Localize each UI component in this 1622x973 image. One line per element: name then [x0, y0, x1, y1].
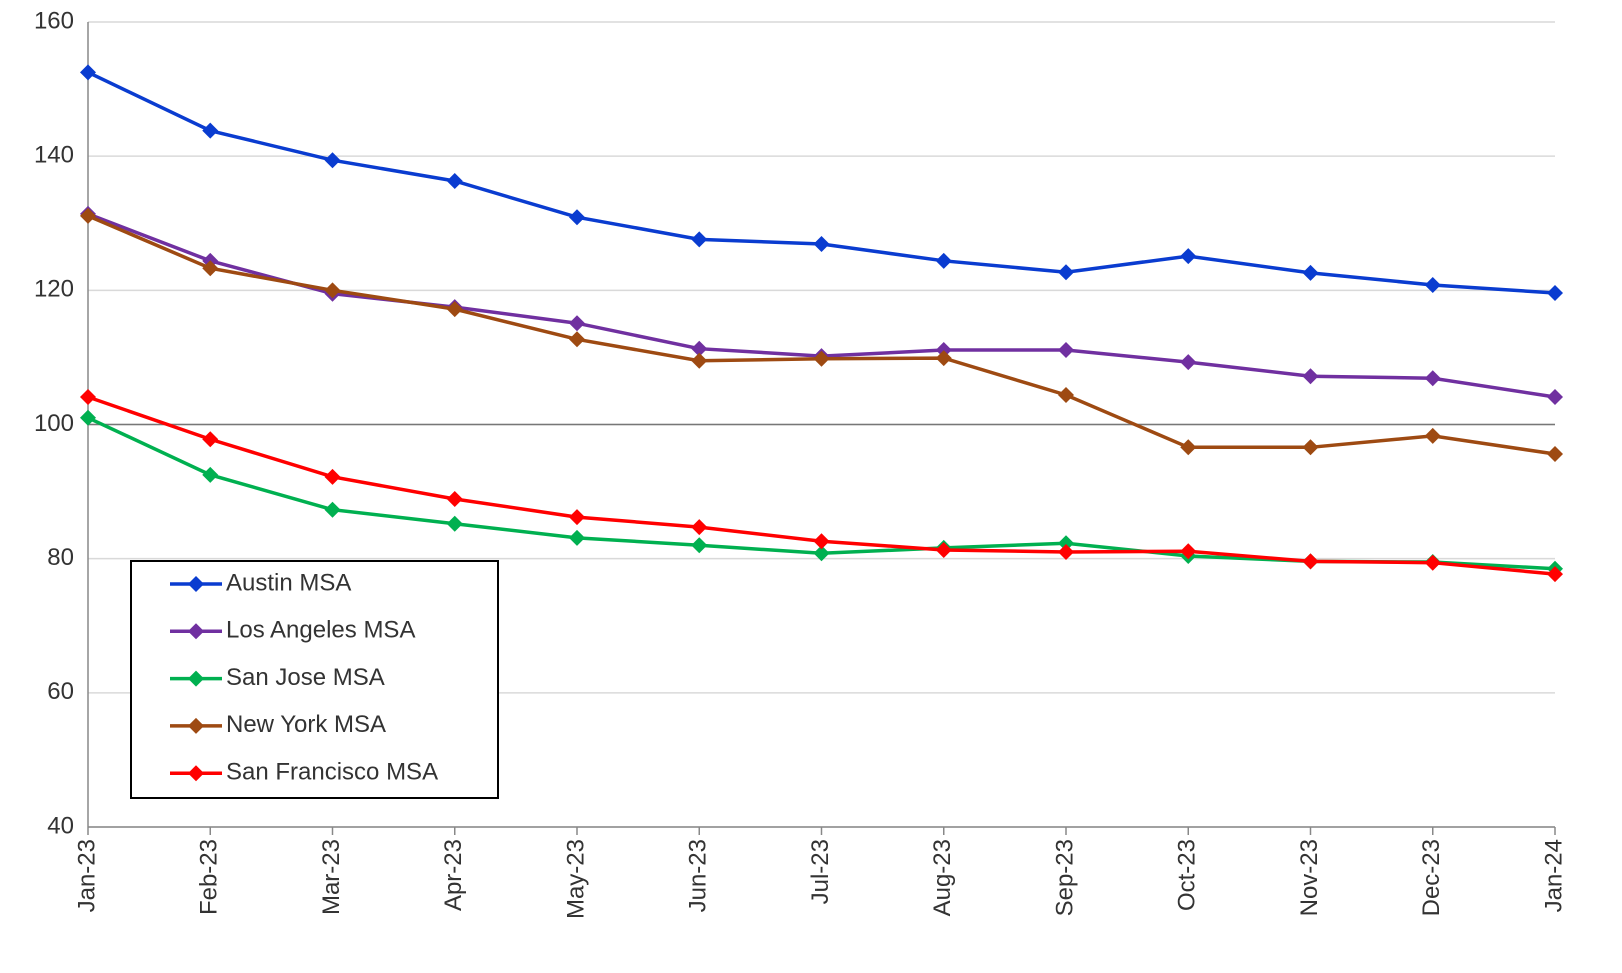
x-tick-label: Jul-23 [807, 839, 834, 904]
data-point [1547, 446, 1563, 463]
data-point [935, 342, 952, 359]
data-point [446, 490, 463, 507]
data-point [1302, 264, 1319, 281]
data-point [202, 122, 219, 139]
legend-marker [188, 717, 204, 734]
data-point [1058, 342, 1074, 359]
data-point [446, 301, 463, 318]
data-point [691, 340, 708, 357]
x-tick-label: Jun-23 [685, 839, 712, 912]
x-tick-label: Nov-23 [1296, 839, 1323, 916]
x-tick-label: Feb-23 [196, 839, 223, 915]
x-tick-label: Dec-23 [1418, 839, 1445, 916]
data-point [1058, 535, 1074, 552]
data-point [1058, 264, 1074, 281]
data-point [1424, 427, 1441, 444]
data-point [1547, 566, 1563, 583]
data-point [1547, 285, 1563, 302]
data-point [569, 331, 585, 348]
y-tick-label: 160 [34, 7, 74, 34]
y-tick-label: 80 [47, 544, 74, 571]
data-point [80, 207, 96, 224]
x-tick-label: May-23 [562, 839, 589, 919]
data-point [691, 352, 708, 369]
data-point [935, 541, 952, 558]
data-point [569, 509, 585, 526]
x-tick-label: Jan-23 [73, 839, 100, 912]
legend-marker [188, 576, 204, 592]
data-point [691, 537, 708, 554]
data-point [446, 172, 463, 189]
x-tick-label: Mar-23 [318, 839, 345, 915]
y-tick-label: 40 [47, 812, 74, 839]
data-point [813, 350, 830, 367]
data-point [1058, 543, 1074, 560]
data-point [1302, 439, 1319, 456]
data-point [569, 529, 585, 546]
data-point [691, 519, 708, 536]
data-point [1547, 388, 1563, 405]
data-point [1180, 439, 1197, 456]
data-point [324, 152, 341, 169]
y-tick-label: 60 [47, 678, 74, 705]
data-point [80, 64, 96, 81]
data-point [1180, 354, 1197, 371]
data-point [569, 209, 585, 226]
x-tick-label: Apr-23 [440, 839, 467, 911]
data-point [202, 260, 219, 277]
data-point [80, 388, 96, 405]
legend-marker [188, 623, 204, 640]
legend-marker [188, 670, 204, 687]
legend-label: San Francisco MSA [226, 759, 438, 786]
data-point [202, 431, 219, 448]
y-tick-label: 140 [34, 142, 74, 169]
data-point [813, 545, 830, 562]
series-line [87, 70, 1556, 295]
data-point [324, 282, 341, 299]
data-point [1180, 543, 1197, 560]
legend-marker [188, 765, 204, 782]
data-point [1424, 370, 1441, 387]
data-point [1058, 386, 1074, 403]
data-point [1302, 368, 1319, 385]
data-point [935, 252, 952, 269]
data-point [80, 409, 96, 426]
data-point [813, 236, 830, 253]
legend-label: Austin MSA [226, 569, 351, 596]
y-tick-label: 100 [34, 410, 74, 437]
y-tick-label: 120 [34, 276, 74, 303]
data-point [324, 468, 341, 485]
data-point [569, 315, 585, 332]
data-point [446, 515, 463, 532]
legend-label: New York MSA [226, 711, 386, 738]
legend-label: San Jose MSA [226, 664, 385, 691]
x-tick-label: Aug-23 [929, 839, 956, 916]
x-tick-label: Sep-23 [1051, 839, 1078, 916]
data-point [1424, 554, 1441, 571]
data-point [1424, 276, 1441, 293]
data-point [813, 533, 830, 550]
data-point [324, 501, 341, 518]
data-point [1180, 248, 1197, 265]
data-point [1302, 553, 1319, 570]
data-point [691, 231, 708, 248]
legend-label: Los Angeles MSA [226, 617, 415, 644]
x-tick-label: Jan-24 [1540, 839, 1567, 912]
x-tick-label: Oct-23 [1174, 839, 1201, 911]
data-point [202, 466, 219, 483]
data-point [935, 350, 952, 367]
